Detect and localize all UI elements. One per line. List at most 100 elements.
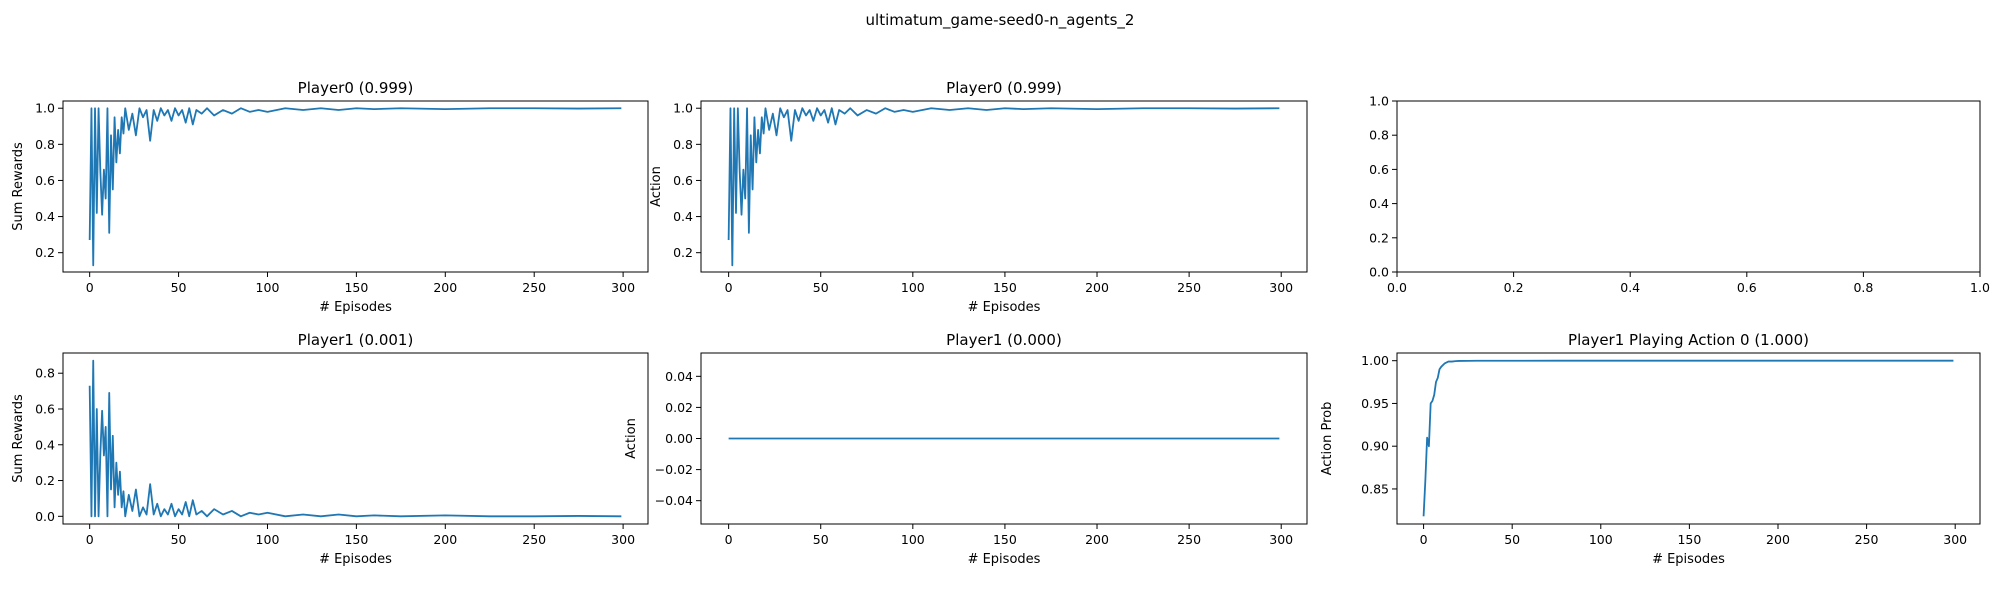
x-tick-label: 1.0 [1970, 280, 1990, 295]
y-tick-label: 0.2 [1369, 230, 1389, 245]
y-tick-label: 0.2 [673, 245, 693, 260]
y-axis-label: Sum Rewards [11, 142, 26, 231]
x-tick-label: 200 [1766, 532, 1790, 547]
x-tick-label: 300 [1943, 532, 1967, 547]
x-tick-label: 50 [813, 280, 829, 295]
x-tick-label: 150 [344, 280, 368, 295]
subplot-p0-action: 0 50 100 150 200 250 300 0.2 0.4 0.6 0.8 1.0 Player0… [649, 79, 1308, 315]
x-tick-label: 0.8 [1853, 280, 1873, 295]
y-axis-label: Action [624, 418, 639, 459]
x-tick-label: 300 [1269, 532, 1293, 547]
x-tick-label: 200 [433, 280, 457, 295]
series-line [88, 107, 622, 267]
x-tick-label: 50 [813, 532, 829, 547]
x-tick-label: 0 [86, 280, 94, 295]
y-tick-label: 0.4 [1369, 196, 1389, 211]
x-tick-label: 100 [1589, 532, 1613, 547]
figure-title: ultimatum_game-seed0-n_agents_2 [866, 11, 1135, 30]
series-line [88, 359, 622, 518]
axes-frame [700, 100, 1308, 273]
y-tick-label: 0.85 [1361, 481, 1389, 496]
x-tick-label: 100 [901, 532, 925, 547]
x-tick-label: 150 [1677, 532, 1701, 547]
y-tick-label: −0.04 [655, 493, 693, 508]
subplot-title: Player1 Playing Action 0 (1.000) [1568, 331, 1809, 349]
x-tick-label: 0 [86, 532, 94, 547]
x-tick-label: 100 [256, 532, 280, 547]
y-tick-label: 0.0 [35, 509, 55, 524]
x-axis-label: # Episodes [319, 552, 392, 567]
axes-frame [1396, 100, 1981, 273]
x-tick-label: 50 [171, 280, 187, 295]
subplot-empty: 0.0 0.2 0.4 0.6 0.8 1.0 0.0 0.2 0.4 0.6 0.8 1.0 [1369, 94, 1990, 296]
y-tick-label: 0.8 [35, 366, 55, 381]
y-tick-label: 1.0 [673, 101, 693, 116]
y-tick-label: −0.02 [655, 462, 693, 477]
subplot-title: Player0 (0.999) [298, 79, 414, 97]
x-tick-label: 250 [1177, 280, 1201, 295]
subplot-title: Player0 (0.999) [946, 79, 1062, 97]
x-tick-label: 50 [171, 532, 187, 547]
x-tick-label: 0.4 [1620, 280, 1640, 295]
x-tick-label: 150 [344, 532, 368, 547]
series-line [1422, 359, 1954, 517]
x-tick-label: 300 [611, 532, 635, 547]
y-tick-label: 0.4 [35, 437, 55, 452]
x-tick-label: 150 [993, 280, 1017, 295]
x-tick-label: 0.0 [1387, 280, 1407, 295]
x-axis-label: # Episodes [1652, 552, 1725, 567]
y-tick-label: 0.4 [35, 209, 55, 224]
y-tick-label: 0.8 [673, 137, 693, 152]
x-tick-label: 300 [611, 280, 635, 295]
x-tick-label: 100 [901, 280, 925, 295]
y-tick-label: 0.6 [35, 401, 55, 416]
y-axis-label: Sum Rewards [11, 394, 26, 483]
subplot-p0-rewards: 0 50 100 150 200 250 300 0.2 0.4 0.6 0.8 1.0 Player0… [11, 79, 649, 315]
x-axis-label: # Episodes [968, 300, 1041, 315]
x-tick-label: 250 [522, 532, 546, 547]
subplot-p1-action: 0 50 100 150 200 250 300 −0.04 −0.02 0.00 0.02 0.04… [624, 331, 1308, 567]
subplot-p1-prob: 0 50 100 150 200 250 300 0.85 0.90 0.95 1.00 Player… [1320, 331, 1981, 567]
x-tick-label: 200 [433, 532, 457, 547]
x-tick-label: 300 [1269, 280, 1293, 295]
y-tick-label: 0.8 [1369, 128, 1389, 143]
subplot-title: Player1 (0.001) [298, 331, 414, 349]
y-tick-label: 1.00 [1361, 353, 1389, 368]
y-tick-label: 0.2 [35, 473, 55, 488]
y-tick-label: 0.00 [665, 431, 693, 446]
x-tick-label: 0 [1420, 532, 1428, 547]
y-tick-label: 0.6 [673, 173, 693, 188]
x-tick-label: 200 [1085, 280, 1109, 295]
series-line [727, 107, 1280, 267]
x-axis-label: # Episodes [319, 300, 392, 315]
x-tick-label: 250 [1177, 532, 1201, 547]
y-tick-label: 0.0 [1369, 265, 1389, 280]
y-tick-label: 0.95 [1361, 396, 1389, 411]
y-tick-label: 1.0 [35, 101, 55, 116]
y-tick-label: 0.6 [35, 173, 55, 188]
y-tick-label: 0.8 [35, 137, 55, 152]
axes-frame [62, 352, 649, 525]
axes-frame [1396, 352, 1981, 525]
x-tick-label: 50 [1504, 532, 1520, 547]
x-tick-label: 0.6 [1737, 280, 1757, 295]
x-tick-label: 0 [725, 280, 733, 295]
axes-frame [62, 100, 649, 273]
x-tick-label: 250 [522, 280, 546, 295]
x-tick-label: 0.2 [1504, 280, 1524, 295]
x-tick-label: 150 [993, 532, 1017, 547]
subplot-p1-rewards: 0 50 100 150 200 250 300 0.0 0.2 0.4 0.6 0.8 Player1… [11, 331, 649, 567]
x-tick-label: 100 [256, 280, 280, 295]
y-axis-label: Action Prob [1320, 402, 1335, 476]
y-tick-label: 0.02 [665, 400, 693, 415]
x-tick-label: 250 [1855, 532, 1879, 547]
y-axis-label: Action [649, 166, 664, 207]
y-tick-label: 0.4 [673, 209, 693, 224]
y-tick-label: 0.04 [665, 369, 693, 384]
x-tick-label: 200 [1085, 532, 1109, 547]
y-tick-label: 0.90 [1361, 439, 1389, 454]
y-tick-label: 0.6 [1369, 162, 1389, 177]
x-tick-label: 0 [725, 532, 733, 547]
